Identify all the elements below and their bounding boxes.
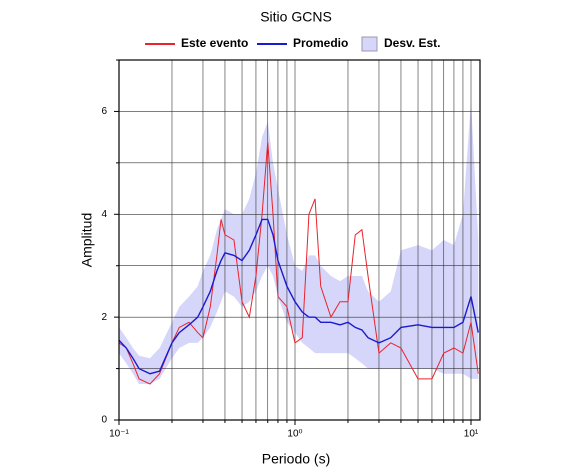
series-line — [118, 218, 479, 375]
legend-label: Desv. Est. — [384, 36, 440, 50]
series-line — [118, 142, 479, 385]
x-tick-label: 10⁻¹ — [109, 429, 129, 440]
legend-label: Este evento — [181, 36, 248, 50]
y-tick-label: 4 — [101, 209, 107, 220]
chart-title: Sitio GCNS — [260, 9, 332, 25]
legend-label: Promedio — [293, 36, 348, 50]
y-tick-label: 0 — [101, 415, 107, 426]
y-tick-label: 2 — [101, 312, 107, 323]
y-axis-label: Amplitud — [79, 213, 95, 267]
legend-swatch — [361, 36, 378, 52]
y-tick-label: 6 — [101, 106, 107, 117]
x-tick-label: 10⁰ — [287, 429, 302, 440]
x-tick-label: 10¹ — [464, 429, 479, 440]
x-axis-label: Periodo (s) — [262, 451, 330, 467]
plot-frame — [118, 59, 481, 421]
